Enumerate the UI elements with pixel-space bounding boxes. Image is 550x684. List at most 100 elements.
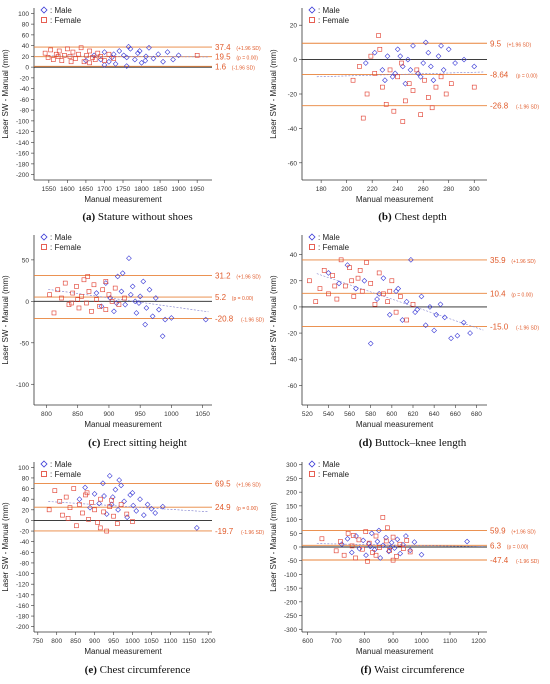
male-point <box>98 303 105 310</box>
limit-value-label: 59.9 <box>490 527 506 536</box>
y-tick-label: -140 <box>16 140 29 147</box>
male-point <box>376 527 382 534</box>
y-tick-label: -200 <box>16 624 29 631</box>
female-point <box>404 538 410 543</box>
male-point <box>124 514 130 521</box>
female-point <box>347 265 352 270</box>
y-tick-label: -60 <box>20 97 30 104</box>
male-point <box>112 61 119 67</box>
male-point <box>164 49 171 55</box>
female-point <box>399 60 404 66</box>
limit-note-label: (p = 0.00) <box>236 506 258 512</box>
female-point <box>321 268 327 273</box>
x-tick-label: 1200 <box>201 638 216 645</box>
male-point <box>392 70 398 77</box>
female-point <box>51 310 57 316</box>
x-tick-label: 1850 <box>153 186 168 193</box>
male-point <box>109 494 116 500</box>
y-tick-label: 40 <box>22 497 30 504</box>
male-point <box>461 56 467 63</box>
female-point <box>84 300 89 306</box>
male-point <box>399 317 406 323</box>
female-point <box>438 74 444 80</box>
y-tick-label: -20 <box>288 92 298 99</box>
male-point <box>336 280 342 287</box>
male-point <box>353 533 359 539</box>
limit-note-label: (-1.96 SD) <box>516 105 539 111</box>
limit-value-label: 5.2 <box>215 293 227 302</box>
male-point <box>106 472 113 479</box>
x-tick-label: 180 <box>316 186 327 193</box>
female-point <box>398 294 403 299</box>
limit-note-label: (p = 0.00) <box>507 544 529 550</box>
y-tick-label: 0 <box>25 299 29 306</box>
x-tick-label: 1000 <box>164 411 179 418</box>
female-point <box>65 516 71 521</box>
legend-male-marker <box>40 460 48 468</box>
limit-note-label: (-1.96 SD) <box>241 318 264 324</box>
y-axis-label: Laser SW - Manual (mm) <box>1 275 10 365</box>
male-point <box>410 43 416 49</box>
limit-value-label: -20.8 <box>215 315 234 324</box>
male-point <box>76 496 83 503</box>
limit-value-label: 69.5 <box>215 480 231 489</box>
legend-male-marker <box>308 233 316 241</box>
x-tick-label: 1950 <box>190 186 205 193</box>
legend-male-label: : Male <box>50 233 72 242</box>
female-point <box>80 510 85 516</box>
female-point <box>360 546 365 552</box>
female-point <box>111 56 117 61</box>
female-point <box>317 286 323 291</box>
limit-note-label: (+1.96 SD) <box>236 483 261 489</box>
male-point <box>415 70 421 77</box>
male-point <box>112 486 119 493</box>
female-point <box>349 543 355 549</box>
male-point <box>388 539 395 546</box>
limit-note-label: (-1.96 SD) <box>516 326 539 332</box>
limit-note-label: (p = 0.00) <box>236 56 258 62</box>
male-point <box>135 50 141 56</box>
y-tick-label: 150 <box>286 503 297 510</box>
y-tick-label: -20 <box>288 331 298 338</box>
limit-note-label: (+1.96 SD) <box>236 274 261 280</box>
female-point <box>48 47 53 53</box>
female-point <box>471 84 477 90</box>
female-point <box>59 58 65 63</box>
legend-male-label: : Male <box>318 460 340 469</box>
male-point <box>405 56 411 63</box>
female-point <box>400 119 406 124</box>
female-point <box>106 51 112 57</box>
x-tick-label: 1050 <box>195 411 210 418</box>
female-point <box>410 88 416 93</box>
x-tick-label: 1800 <box>134 186 149 193</box>
female-point <box>68 59 74 65</box>
male-point <box>422 322 429 329</box>
x-tick-label: 540 <box>323 411 334 418</box>
male-point <box>96 500 102 507</box>
limit-note-label: (+1.96 SD) <box>236 46 261 52</box>
legend-female-marker <box>41 471 47 477</box>
female-point <box>366 540 372 546</box>
male-point <box>103 280 109 286</box>
y-tick-label: -150 <box>284 586 297 593</box>
y-tick-label: -100 <box>16 382 29 389</box>
female-point <box>406 81 412 86</box>
female-point <box>364 91 370 97</box>
limit-note-label: (p = 0.00) <box>516 73 538 79</box>
female-point <box>359 288 365 294</box>
female-point <box>101 509 106 515</box>
female-point <box>74 523 79 529</box>
y-tick-label: 0 <box>293 545 297 552</box>
male-point <box>414 306 421 313</box>
female-point <box>73 56 78 61</box>
x-tick-label: 950 <box>108 638 119 645</box>
x-tick-label: 800 <box>51 638 62 645</box>
female-point <box>385 299 390 304</box>
y-tick-label: -100 <box>284 572 297 579</box>
male-point <box>133 310 140 316</box>
limit-value-label: 37.4 <box>215 43 231 52</box>
female-point <box>370 550 375 555</box>
x-tick-label: 240 <box>392 186 403 193</box>
y-tick-label: 20 <box>22 507 30 514</box>
female-point <box>380 84 385 90</box>
